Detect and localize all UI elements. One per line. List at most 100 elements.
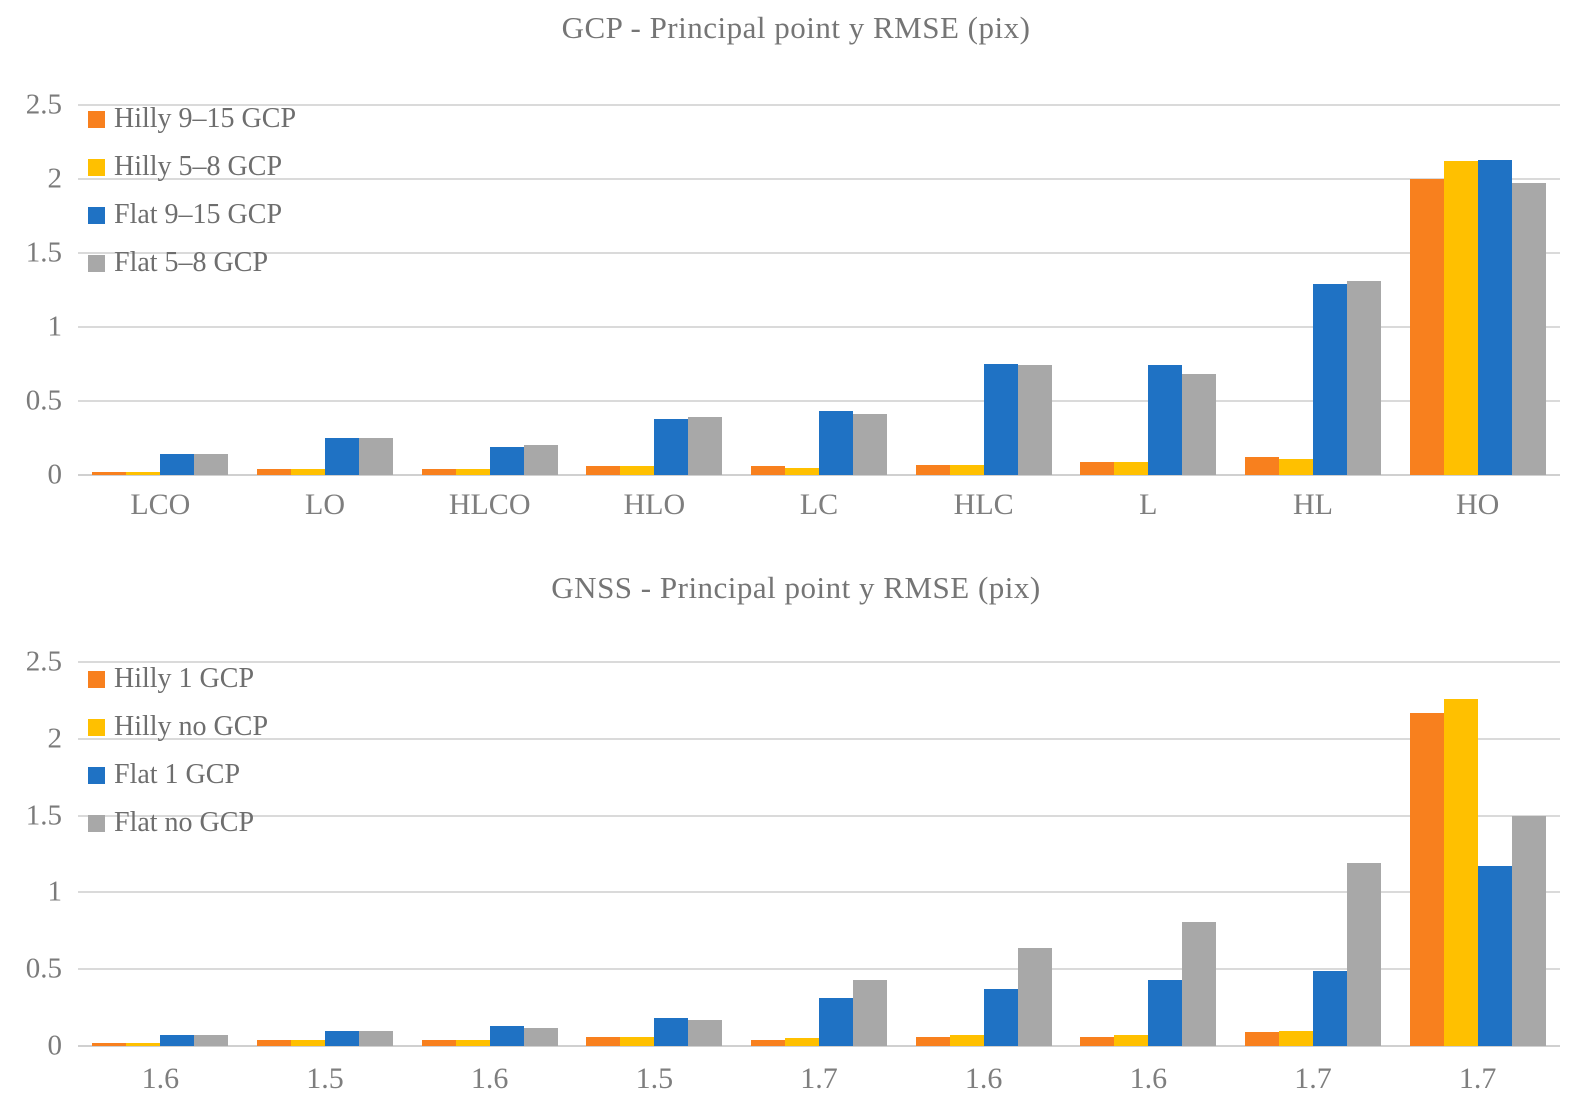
legend-swatch-icon [88, 206, 105, 224]
bar [853, 414, 887, 475]
legend-swatch-icon [88, 766, 105, 784]
legend-item: Hilly no GCP [88, 703, 268, 751]
bar [1410, 713, 1444, 1046]
bar [654, 1018, 688, 1046]
bar [92, 472, 126, 475]
bar [586, 466, 620, 475]
x-tick-label: L [1139, 488, 1158, 521]
gridline [78, 252, 1560, 254]
legend: Hilly 1 GCP Hilly no GCP Flat 1 GCP Flat no… [88, 655, 268, 847]
legend-swatch-icon [88, 718, 105, 736]
bar [1018, 365, 1052, 475]
bar [916, 1037, 950, 1046]
bar [359, 438, 393, 475]
plot-area: 0 0.5 1 1.5 2 2.5 LCO LO HLCO HLO LC HLC L HL HO Hilly … [0, 0, 1592, 553]
x-tick-label: HO [1455, 488, 1500, 521]
x-tick-label: 1.5 [306, 1062, 344, 1095]
x-tick-label: 1.7 [1294, 1062, 1332, 1095]
bar [1279, 1031, 1313, 1046]
legend-swatch-icon [88, 814, 105, 832]
legend-item: Flat 1 GCP [88, 751, 268, 799]
bar [1148, 365, 1182, 475]
bar [1018, 948, 1052, 1046]
bar [524, 445, 558, 475]
bar [950, 465, 984, 475]
gridline [78, 178, 1560, 180]
bar [524, 1028, 558, 1046]
legend-item: Flat no GCP [88, 799, 268, 847]
x-tick-label: LO [305, 488, 345, 521]
legend-label: Flat 1 GCP [114, 759, 241, 790]
bar [1245, 1032, 1279, 1046]
bar [456, 469, 490, 475]
bar [1279, 459, 1313, 475]
legend-label: Flat no GCP [114, 807, 255, 838]
gnss-principal-point-chart: GNSS - Principal point y RMSE (pix) 0 0.5… [0, 554, 1592, 1107]
bar [916, 465, 950, 475]
bar [984, 989, 1018, 1046]
bar [819, 411, 853, 475]
legend-swatch-icon [88, 254, 105, 272]
legend-item: Flat 5–8 GCP [88, 239, 296, 287]
bar [456, 1040, 490, 1046]
bar [1114, 462, 1148, 475]
bar [126, 472, 160, 475]
legend-label: Hilly 9–15 GCP [114, 103, 297, 134]
x-tick-label: HL [1293, 488, 1333, 521]
x-tick-label: 1.6 [141, 1062, 180, 1095]
bar [490, 447, 524, 475]
gcp-principal-point-chart: GCP - Principal point y RMSE (pix) 0 0.5 1… [0, 0, 1592, 553]
y-tick-label: 2.5 [25, 88, 62, 121]
chart-title: GCP - Principal point y RMSE (pix) [561, 10, 1031, 45]
x-axis-line [78, 474, 1560, 476]
bar [160, 454, 194, 475]
gridline [78, 104, 1560, 106]
bar [1080, 1037, 1114, 1046]
legend-swatch-icon [88, 110, 105, 128]
bar [1478, 160, 1512, 475]
bar [194, 454, 228, 475]
legend-item: Flat 9–15 GCP [88, 191, 296, 239]
legend-item: Hilly 5–8 GCP [88, 143, 296, 191]
y-tick-label: 0.5 [25, 952, 62, 985]
chart-title: GNSS - Principal point y RMSE (pix) [551, 570, 1041, 605]
bar [325, 438, 359, 475]
bar [1182, 374, 1216, 475]
x-tick-label: HLO [623, 488, 686, 521]
bar [126, 1043, 160, 1046]
gridline [78, 661, 1560, 663]
bar [620, 466, 654, 475]
legend-swatch-icon [88, 670, 105, 688]
bar [950, 1035, 984, 1046]
gridline [78, 737, 1560, 740]
bar [359, 1031, 393, 1046]
bar [1512, 183, 1546, 475]
bar [325, 1031, 359, 1046]
gridline [78, 891, 1560, 894]
legend-label: Flat 5–8 GCP [114, 247, 269, 278]
x-tick-label: 1.7 [1458, 1062, 1497, 1095]
bar [751, 1040, 785, 1046]
y-tick-label: 0.5 [25, 384, 62, 417]
bar [1182, 922, 1216, 1046]
legend-swatch-icon [88, 158, 105, 176]
y-tick-label: 2 [47, 722, 63, 755]
y-tick-label: 0 [47, 1029, 63, 1062]
x-tick-label: 1.6 [964, 1062, 1003, 1095]
y-tick-label: 2.5 [25, 645, 62, 678]
bar [984, 364, 1018, 475]
bar [257, 469, 291, 475]
legend-item: Hilly 1 GCP [88, 655, 268, 703]
x-tick-label: 1.5 [635, 1062, 674, 1095]
bar [1410, 179, 1444, 475]
y-tick-label: 1.5 [25, 236, 62, 269]
bar [291, 1040, 325, 1046]
bar [1347, 863, 1381, 1046]
y-tick-label: 1.5 [25, 799, 62, 832]
legend-label: Hilly no GCP [114, 711, 269, 742]
gridline [78, 400, 1560, 402]
x-axis-line [78, 1045, 1560, 1047]
bar [422, 1040, 456, 1046]
y-tick-label: 0 [47, 458, 63, 491]
